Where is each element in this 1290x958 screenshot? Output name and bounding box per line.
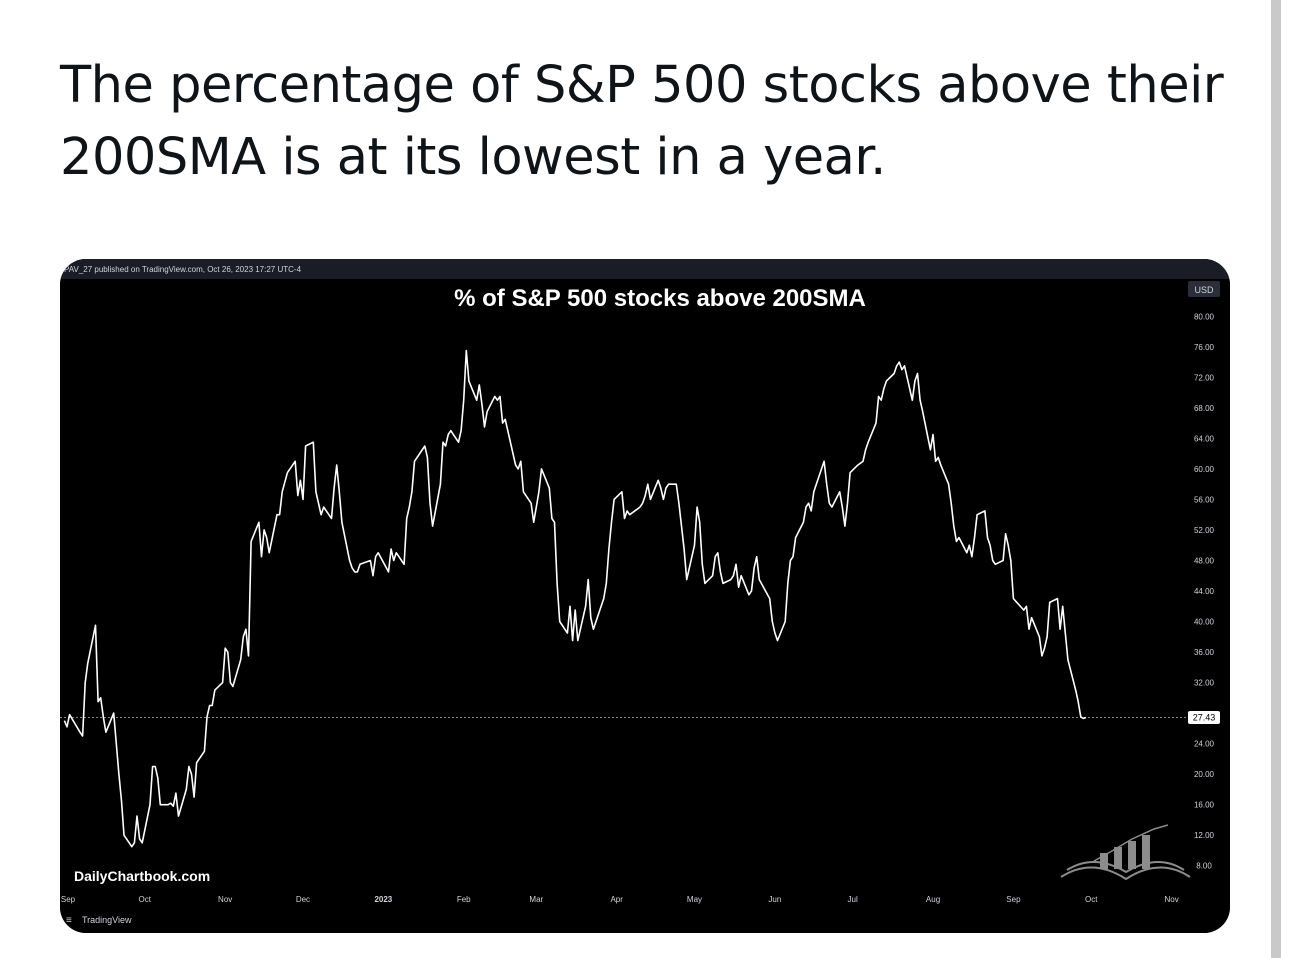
x-tick-label: Nov	[1164, 895, 1178, 904]
y-tick-label: 36.00	[1194, 648, 1215, 657]
chart-header-strip	[60, 259, 1230, 279]
x-tick-label: Jul	[848, 895, 858, 904]
chart-card[interactable]: PAV_27 published on TradingView.com, Oct…	[60, 259, 1230, 933]
page-scrollbar[interactable]	[1271, 0, 1281, 958]
x-tick-label: Oct	[1085, 895, 1098, 904]
last-value-label: 27.43	[1193, 712, 1216, 722]
y-tick-label: 20.00	[1194, 770, 1215, 779]
currency-badge	[1188, 281, 1220, 297]
y-tick-label: 52.00	[1194, 526, 1215, 535]
tradingview-logo-icon: ≡	[66, 915, 72, 926]
currency-label: USD	[1194, 285, 1214, 295]
x-tick-label: Feb	[457, 895, 471, 904]
footer-brand: TradingView	[82, 915, 132, 925]
y-tick-label: 64.00	[1194, 434, 1215, 443]
y-tick-label: 76.00	[1194, 343, 1215, 352]
y-tick-label: 32.00	[1194, 679, 1215, 688]
y-tick-label: 40.00	[1194, 618, 1215, 627]
chart-background	[60, 259, 1230, 933]
tweet-text: The percentage of S&P 500 stocks above t…	[60, 56, 1224, 187]
y-tick-label: 56.00	[1194, 495, 1215, 504]
x-tick-label: Apr	[610, 895, 623, 904]
x-tick-label: Dec	[296, 895, 310, 904]
x-axis: Sep Oct Nov Dec 2023 Feb Mar Apr May Jun Jul Aug Sep…	[61, 895, 1179, 904]
x-tick-label: Aug	[926, 895, 940, 904]
y-tick-label: 24.00	[1194, 740, 1215, 749]
y-tick-label: 80.00	[1194, 312, 1215, 321]
x-tick-label: Nov	[218, 895, 232, 904]
x-tick-label: Oct	[139, 895, 152, 904]
x-tick-label: Sep	[61, 895, 76, 904]
book-chart-logo-icon	[1060, 824, 1191, 881]
x-tick-label: Mar	[529, 895, 543, 904]
y-tick-label: 60.00	[1194, 465, 1215, 474]
y-tick-label: 16.00	[1194, 801, 1215, 810]
y-tick-label: 48.00	[1194, 556, 1215, 565]
y-axis: 80.00 76.00 72.00 68.00 64.00 60.00 56.00 52.00…	[1194, 312, 1215, 870]
x-tick-label: Sep	[1006, 895, 1021, 904]
y-tick-label: 12.00	[1194, 831, 1215, 840]
chart-svg: PAV_27 published on TradingView.com, Oct…	[60, 259, 1230, 933]
chart-title: % of S&P 500 stocks above 200SMA	[454, 285, 866, 312]
x-tick-label: Jun	[768, 895, 781, 904]
y-tick-label: 68.00	[1194, 404, 1215, 413]
x-tick-label: May	[687, 895, 702, 904]
series-line	[63, 349, 1087, 848]
published-label: PAV_27 published on TradingView.com, Oct…	[64, 265, 302, 274]
y-tick-label: 8.00	[1196, 862, 1212, 871]
last-value-badge	[1188, 710, 1220, 724]
x-tick-label: 2023	[374, 895, 392, 904]
watermark-text: DailyChartbook.com	[74, 868, 210, 884]
y-tick-label: 44.00	[1194, 587, 1215, 596]
y-tick-label: 72.00	[1194, 373, 1215, 382]
